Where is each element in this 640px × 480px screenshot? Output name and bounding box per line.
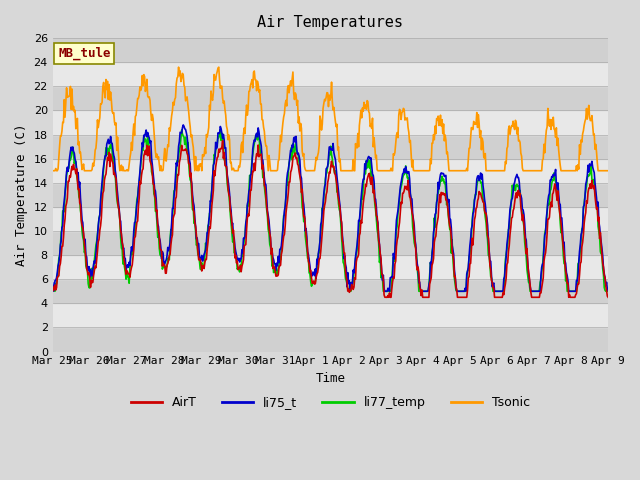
Bar [52,86,608,110]
Bar [52,134,608,159]
Bar [52,231,608,255]
Bar [52,207,608,231]
AirT [59,243,67,249]
li77_temp [60,208,67,214]
Tsonic [49,168,56,174]
Y-axis label: Air Temperature (C): Air Temperature (C) [15,123,28,266]
Title: Air Temperatures: Air Temperatures [257,15,403,30]
li77_temp [173,158,181,164]
Bar [52,62,608,86]
AirT [219,138,227,144]
li77_temp [216,127,224,132]
Tsonic [59,120,67,125]
li75_t [416,279,424,285]
Bar [52,38,608,62]
li77_temp [416,288,424,294]
li75_t [49,280,56,286]
li77_temp [399,172,407,178]
AirT [604,294,612,300]
Tsonic [175,64,182,70]
li75_t [179,122,187,128]
li75_t [203,239,211,245]
Text: MB_tule: MB_tule [58,47,111,60]
li77_temp [203,247,211,253]
li75_t [59,223,67,229]
AirT [49,284,56,289]
Line: Tsonic: Tsonic [52,67,608,171]
Bar [52,255,608,279]
li75_t [604,288,612,293]
AirT [399,190,407,196]
Bar [52,279,608,303]
Legend: AirT, li75_t, li77_temp, Tsonic: AirT, li75_t, li77_temp, Tsonic [126,391,535,414]
li77_temp [51,288,59,294]
X-axis label: Time: Time [316,372,346,385]
AirT [202,256,209,262]
Bar [52,327,608,351]
Bar [52,110,608,134]
Bar [52,159,608,183]
li75_t [172,160,180,166]
Tsonic [399,108,406,114]
Tsonic [415,168,422,174]
Tsonic [172,81,180,87]
AirT [382,294,390,300]
Tsonic [116,168,124,174]
Bar [52,303,608,327]
AirT [116,217,124,223]
Line: AirT: AirT [52,141,608,297]
Bar [52,183,608,207]
li75_t [381,288,388,294]
li77_temp [117,235,125,240]
li77_temp [49,285,56,291]
Tsonic [203,132,211,137]
Line: li77_temp: li77_temp [52,130,608,291]
AirT [416,284,424,289]
li77_temp [604,288,612,294]
li75_t [399,170,407,176]
Tsonic [604,168,612,174]
AirT [172,194,180,200]
Line: li75_t: li75_t [52,125,608,291]
li75_t [116,216,124,222]
